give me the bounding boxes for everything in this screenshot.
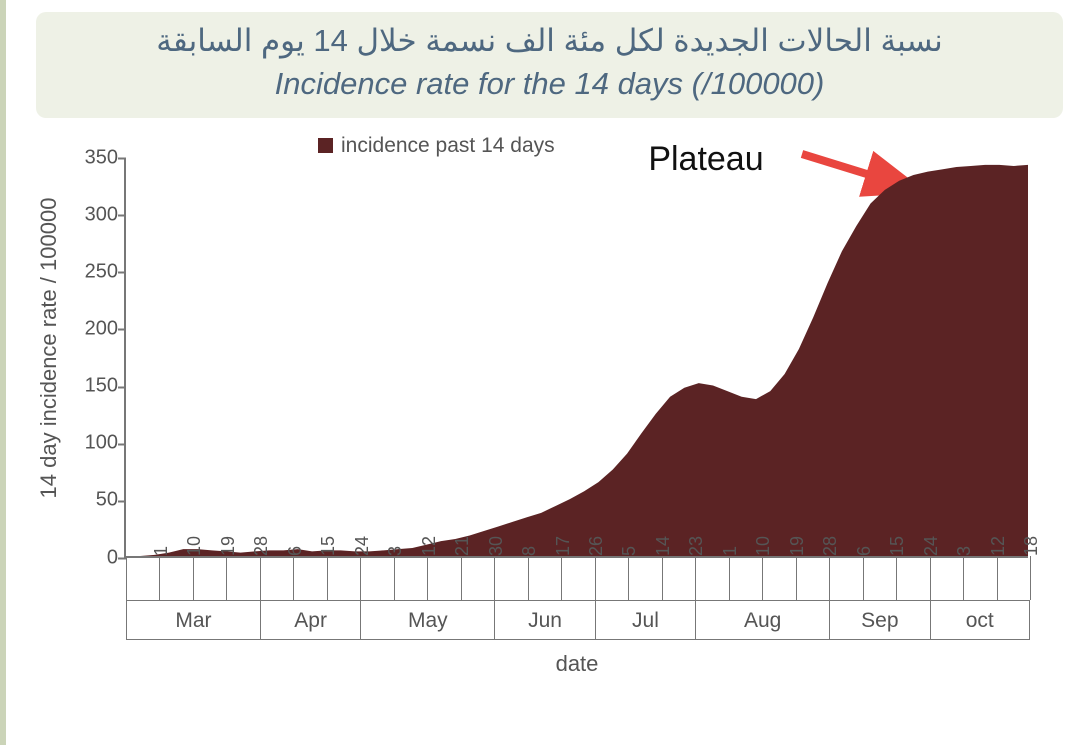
y-tick: 50 [70, 489, 118, 512]
x-tick: 19 [785, 535, 808, 555]
x-tick: 23 [684, 535, 707, 555]
y-tick: 250 [70, 260, 118, 283]
y-axis-label: 14 day incidence rate / 100000 [36, 197, 62, 498]
month-cell: Sep [829, 600, 929, 640]
x-tick: 12 [986, 535, 1009, 555]
x-tick: 8 [517, 545, 540, 555]
area-series [126, 158, 1028, 556]
month-cell: Aug [695, 600, 829, 640]
x-tick: 10 [751, 535, 774, 555]
x-tick: 15 [316, 535, 339, 555]
title-english: Incidence rate for the 14 days (/100000) [56, 65, 1043, 104]
x-tick: 15 [885, 535, 908, 555]
chart-container: 14 day incidence rate / 100000 incidence… [28, 128, 1048, 688]
y-tick: 350 [70, 146, 118, 169]
y-tick: 200 [70, 317, 118, 340]
x-tick: 24 [919, 535, 942, 555]
legend-swatch [318, 138, 333, 153]
x-tick: 24 [350, 535, 373, 555]
x-tick: 3 [952, 545, 975, 555]
x-tick: 19 [216, 535, 239, 555]
x-tick: 18 [1019, 535, 1042, 555]
plot-area: 050100150200250300350 110192861524312213… [124, 158, 1028, 558]
month-cell: Jun [494, 600, 594, 640]
x-axis-label: date [556, 651, 599, 677]
y-tick: 150 [70, 375, 118, 398]
month-cell: Apr [260, 600, 360, 640]
x-tick: 28 [249, 535, 272, 555]
x-tick: 28 [818, 535, 841, 555]
month-cell: Mar [126, 600, 260, 640]
month-cell: May [360, 600, 494, 640]
x-tick: 5 [617, 545, 640, 555]
legend: incidence past 14 days [318, 134, 555, 158]
title-banner: نسبة الحالات الجديدة لكل مئة الف نسمة خل… [36, 12, 1063, 118]
legend-label: incidence past 14 days [341, 134, 555, 158]
x-tick: 26 [584, 535, 607, 555]
y-tick: 300 [70, 203, 118, 226]
x-tick: 1 [149, 545, 172, 555]
x-tick: 14 [651, 535, 674, 555]
month-cell: Jul [595, 600, 695, 640]
x-tick: 10 [182, 535, 205, 555]
x-tick: 12 [417, 535, 440, 555]
month-cell: oct [930, 600, 1030, 640]
x-tick: 30 [484, 535, 507, 555]
x-tick: 6 [283, 545, 306, 555]
x-tick: 21 [450, 535, 473, 555]
y-tick: 100 [70, 432, 118, 455]
title-arabic: نسبة الحالات الجديدة لكل مئة الف نسمة خل… [56, 22, 1043, 61]
x-tick: 1 [718, 545, 741, 555]
x-tick: 6 [852, 545, 875, 555]
y-tick: 0 [70, 546, 118, 569]
x-tick: 17 [551, 535, 574, 555]
x-tick: 3 [383, 545, 406, 555]
chart-card: نسبة الحالات الجديدة لكل مئة الف نسمة خل… [0, 0, 1089, 745]
